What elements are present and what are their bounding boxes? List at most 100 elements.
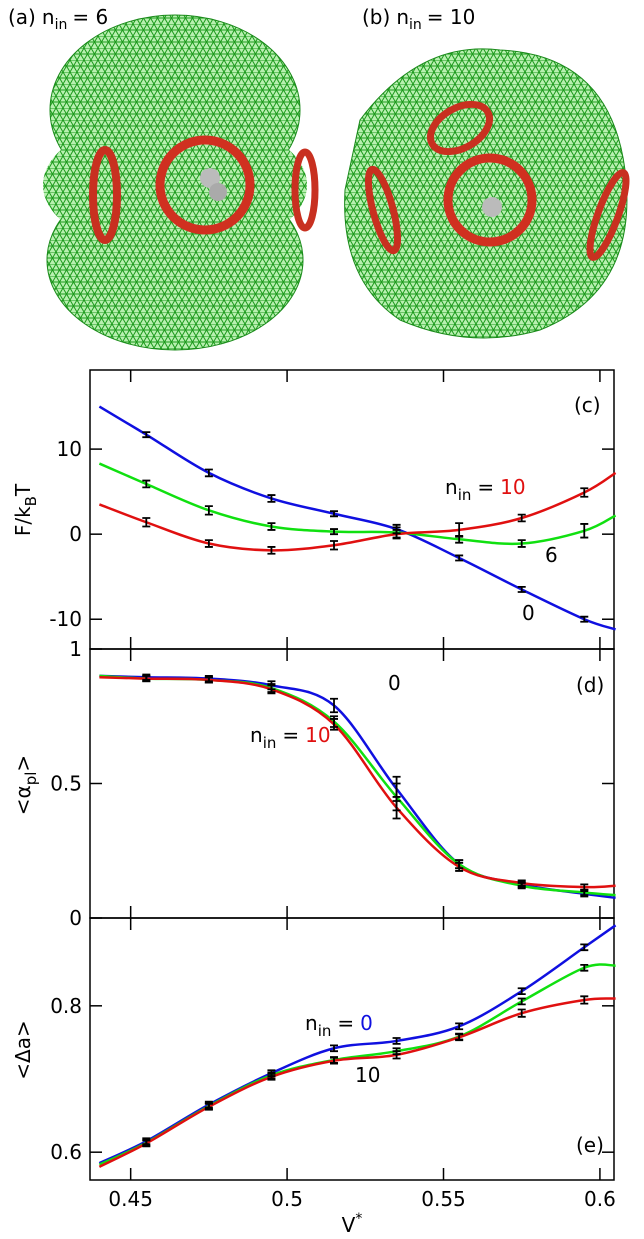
error-bar-line: [517, 513, 526, 523]
error-bar-line: [517, 586, 526, 593]
equals: =: [477, 475, 494, 499]
error-bar-line: [142, 1139, 151, 1148]
y-axis-label: F/kBT: [11, 483, 40, 536]
error-bar: [330, 540, 339, 551]
x-tick-label: 0.55: [421, 1187, 466, 1211]
y-label-sub: pl: [22, 772, 40, 786]
error-bar: [580, 615, 589, 623]
equals: = 10: [427, 5, 476, 29]
error-bar-line: [267, 494, 276, 503]
error-bar: [580, 995, 589, 1005]
error-bar-line: [517, 987, 526, 996]
error-bar-line: [267, 546, 276, 555]
error-bar-line: [204, 505, 213, 516]
error-bar-line: [580, 883, 589, 891]
error-bar-line: [142, 431, 151, 439]
panel-label: (d): [576, 673, 604, 697]
error-bar: [142, 431, 151, 439]
series-line: [98, 997, 616, 1168]
series-line: [98, 405, 616, 631]
error-bar-line: [392, 529, 401, 540]
error-bar-line: [330, 1044, 339, 1053]
error-bar: [392, 1037, 401, 1045]
error-bar-line: [142, 517, 151, 528]
mesh-a: [43, 14, 319, 351]
series-line: [99, 675, 616, 889]
error-bar-line: [517, 879, 526, 887]
error-bar: [330, 1056, 339, 1065]
error-bar: [204, 1102, 213, 1111]
error-bar-line: [455, 861, 464, 872]
y-axis-label: <Δa>: [11, 1020, 35, 1079]
error-bar: [517, 513, 526, 523]
error-bar: [580, 487, 589, 498]
y-label-text: <α: [11, 785, 35, 815]
x-tick-label: 0.45: [108, 1187, 153, 1211]
error-bar: [330, 1044, 339, 1053]
error-bar: [142, 1139, 151, 1148]
series-line: [99, 674, 616, 900]
error-bar: [204, 676, 213, 684]
x-axis-label: V*: [342, 1211, 363, 1237]
error-bar-line: [204, 676, 213, 684]
series-note: nin = 0: [305, 1011, 373, 1040]
error-bar-line: [330, 540, 339, 551]
error-bar-line: [204, 539, 213, 548]
error-bar: [330, 528, 339, 536]
subscript: in: [409, 17, 422, 33]
error-bar: [517, 879, 526, 887]
error-bar-line: [330, 718, 339, 731]
series-line: [98, 924, 617, 1165]
error-bar-line: [580, 995, 589, 1005]
x-tick-label: 0.6: [584, 1187, 616, 1211]
error-bar: [392, 529, 401, 540]
series-line: [98, 471, 617, 552]
error-bar: [392, 1050, 401, 1060]
error-bar-line: [267, 1072, 276, 1081]
error-bar: [455, 1033, 464, 1042]
series-name: 10: [305, 723, 330, 747]
error-bar-line: [517, 1008, 526, 1018]
error-bar: [517, 1008, 526, 1018]
y-tick-label: 0: [69, 522, 82, 546]
error-bar-line: [330, 1056, 339, 1065]
n-symbol: n: [305, 1011, 318, 1035]
error-bar: [204, 468, 213, 478]
error-bar-line: [204, 1102, 213, 1111]
error-bar-line: [580, 963, 589, 972]
error-bar: [392, 796, 401, 820]
error-bar-line: [580, 615, 589, 623]
error-bar: [267, 522, 276, 531]
error-bar: [204, 505, 213, 516]
series-name: 6: [545, 543, 558, 567]
subscript: in: [458, 486, 472, 504]
panel-label: (e): [576, 1133, 604, 1157]
equals: =: [337, 1011, 354, 1035]
error-bar-line: [455, 554, 464, 562]
series-name: 10: [500, 475, 525, 499]
y-tick-label: 0: [69, 906, 82, 930]
y-label-sub: B: [22, 496, 40, 506]
x-label-sup: *: [355, 1211, 362, 1227]
equals: =: [282, 723, 299, 747]
n-symbol: n: [250, 723, 263, 747]
y-tick-label: -10: [49, 607, 82, 631]
panel-label: (a): [8, 5, 36, 29]
error-bar: [142, 479, 151, 489]
error-bar-line: [455, 522, 464, 538]
series-line: [99, 674, 616, 897]
error-bar: [455, 554, 464, 562]
plot-frame: [89, 917, 615, 1181]
y-tick-label: 1: [69, 637, 82, 661]
error-bar: [517, 997, 526, 1006]
series-note: nin = 10: [250, 723, 331, 752]
series-name: 0: [522, 601, 535, 625]
error-bar-line: [330, 697, 339, 714]
error-bar: [580, 943, 589, 952]
plot-frame: [89, 369, 615, 650]
error-bar: [267, 684, 276, 695]
n-symbol: n: [445, 475, 458, 499]
error-bar: [330, 697, 339, 714]
